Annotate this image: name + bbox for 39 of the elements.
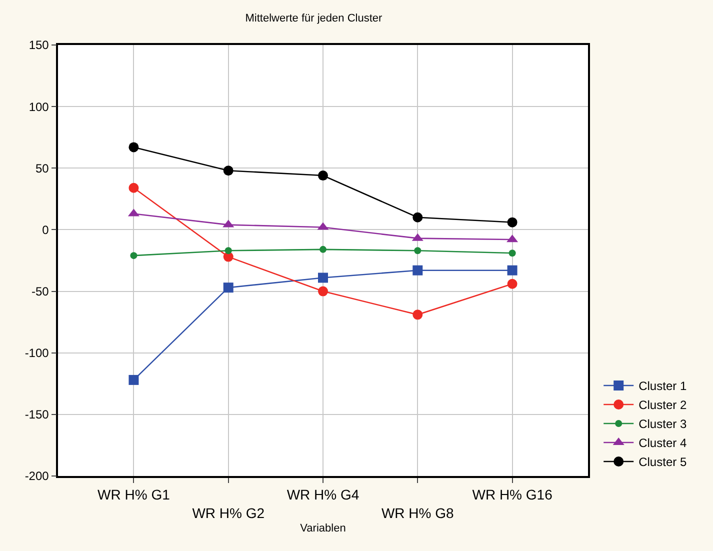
y-tick-label: -200 (24, 469, 50, 484)
legend-label: Cluster 3 (638, 417, 687, 432)
point (130, 252, 138, 260)
point (128, 142, 139, 152)
point (224, 247, 232, 254)
y-tick-label: 50 (35, 161, 50, 176)
point (320, 246, 326, 253)
point (318, 272, 328, 283)
x-tick-label: WR H% G8 (381, 504, 454, 521)
chart-title: Mittelwerte für jeden Cluster (245, 12, 383, 24)
x-tick-label: WR H% G2 (192, 504, 265, 521)
point (412, 310, 423, 320)
x-tick-label: WR H% G4 (286, 486, 360, 503)
x-tick-label: WR H% G1 (98, 486, 170, 503)
x-tick-label: WR H% G16 (472, 486, 553, 503)
x-axis-title: Variablen (300, 522, 346, 534)
point (412, 265, 423, 276)
y-tick-label: -100 (24, 346, 50, 360)
point (128, 374, 139, 385)
legend-label: Cluster 5 (638, 455, 687, 470)
point (318, 170, 328, 181)
y-tick-label: -50 (32, 284, 50, 298)
y-tick-label: 150 (28, 38, 50, 52)
y-tick-label: -150 (24, 408, 50, 422)
point (128, 182, 139, 193)
point (507, 265, 518, 276)
legend-label: Cluster 1 (638, 379, 687, 394)
legend-label: Cluster 2 (638, 398, 687, 412)
point (414, 247, 422, 254)
y-tick-label: 100 (28, 100, 50, 114)
point (223, 166, 234, 176)
point (507, 217, 518, 228)
y-tick-label: 0 (42, 222, 50, 237)
point (412, 212, 423, 222)
point (318, 286, 328, 296)
legend-label: Cluster 4 (638, 436, 687, 450)
point (223, 282, 234, 293)
point (507, 278, 518, 289)
point (508, 250, 516, 257)
